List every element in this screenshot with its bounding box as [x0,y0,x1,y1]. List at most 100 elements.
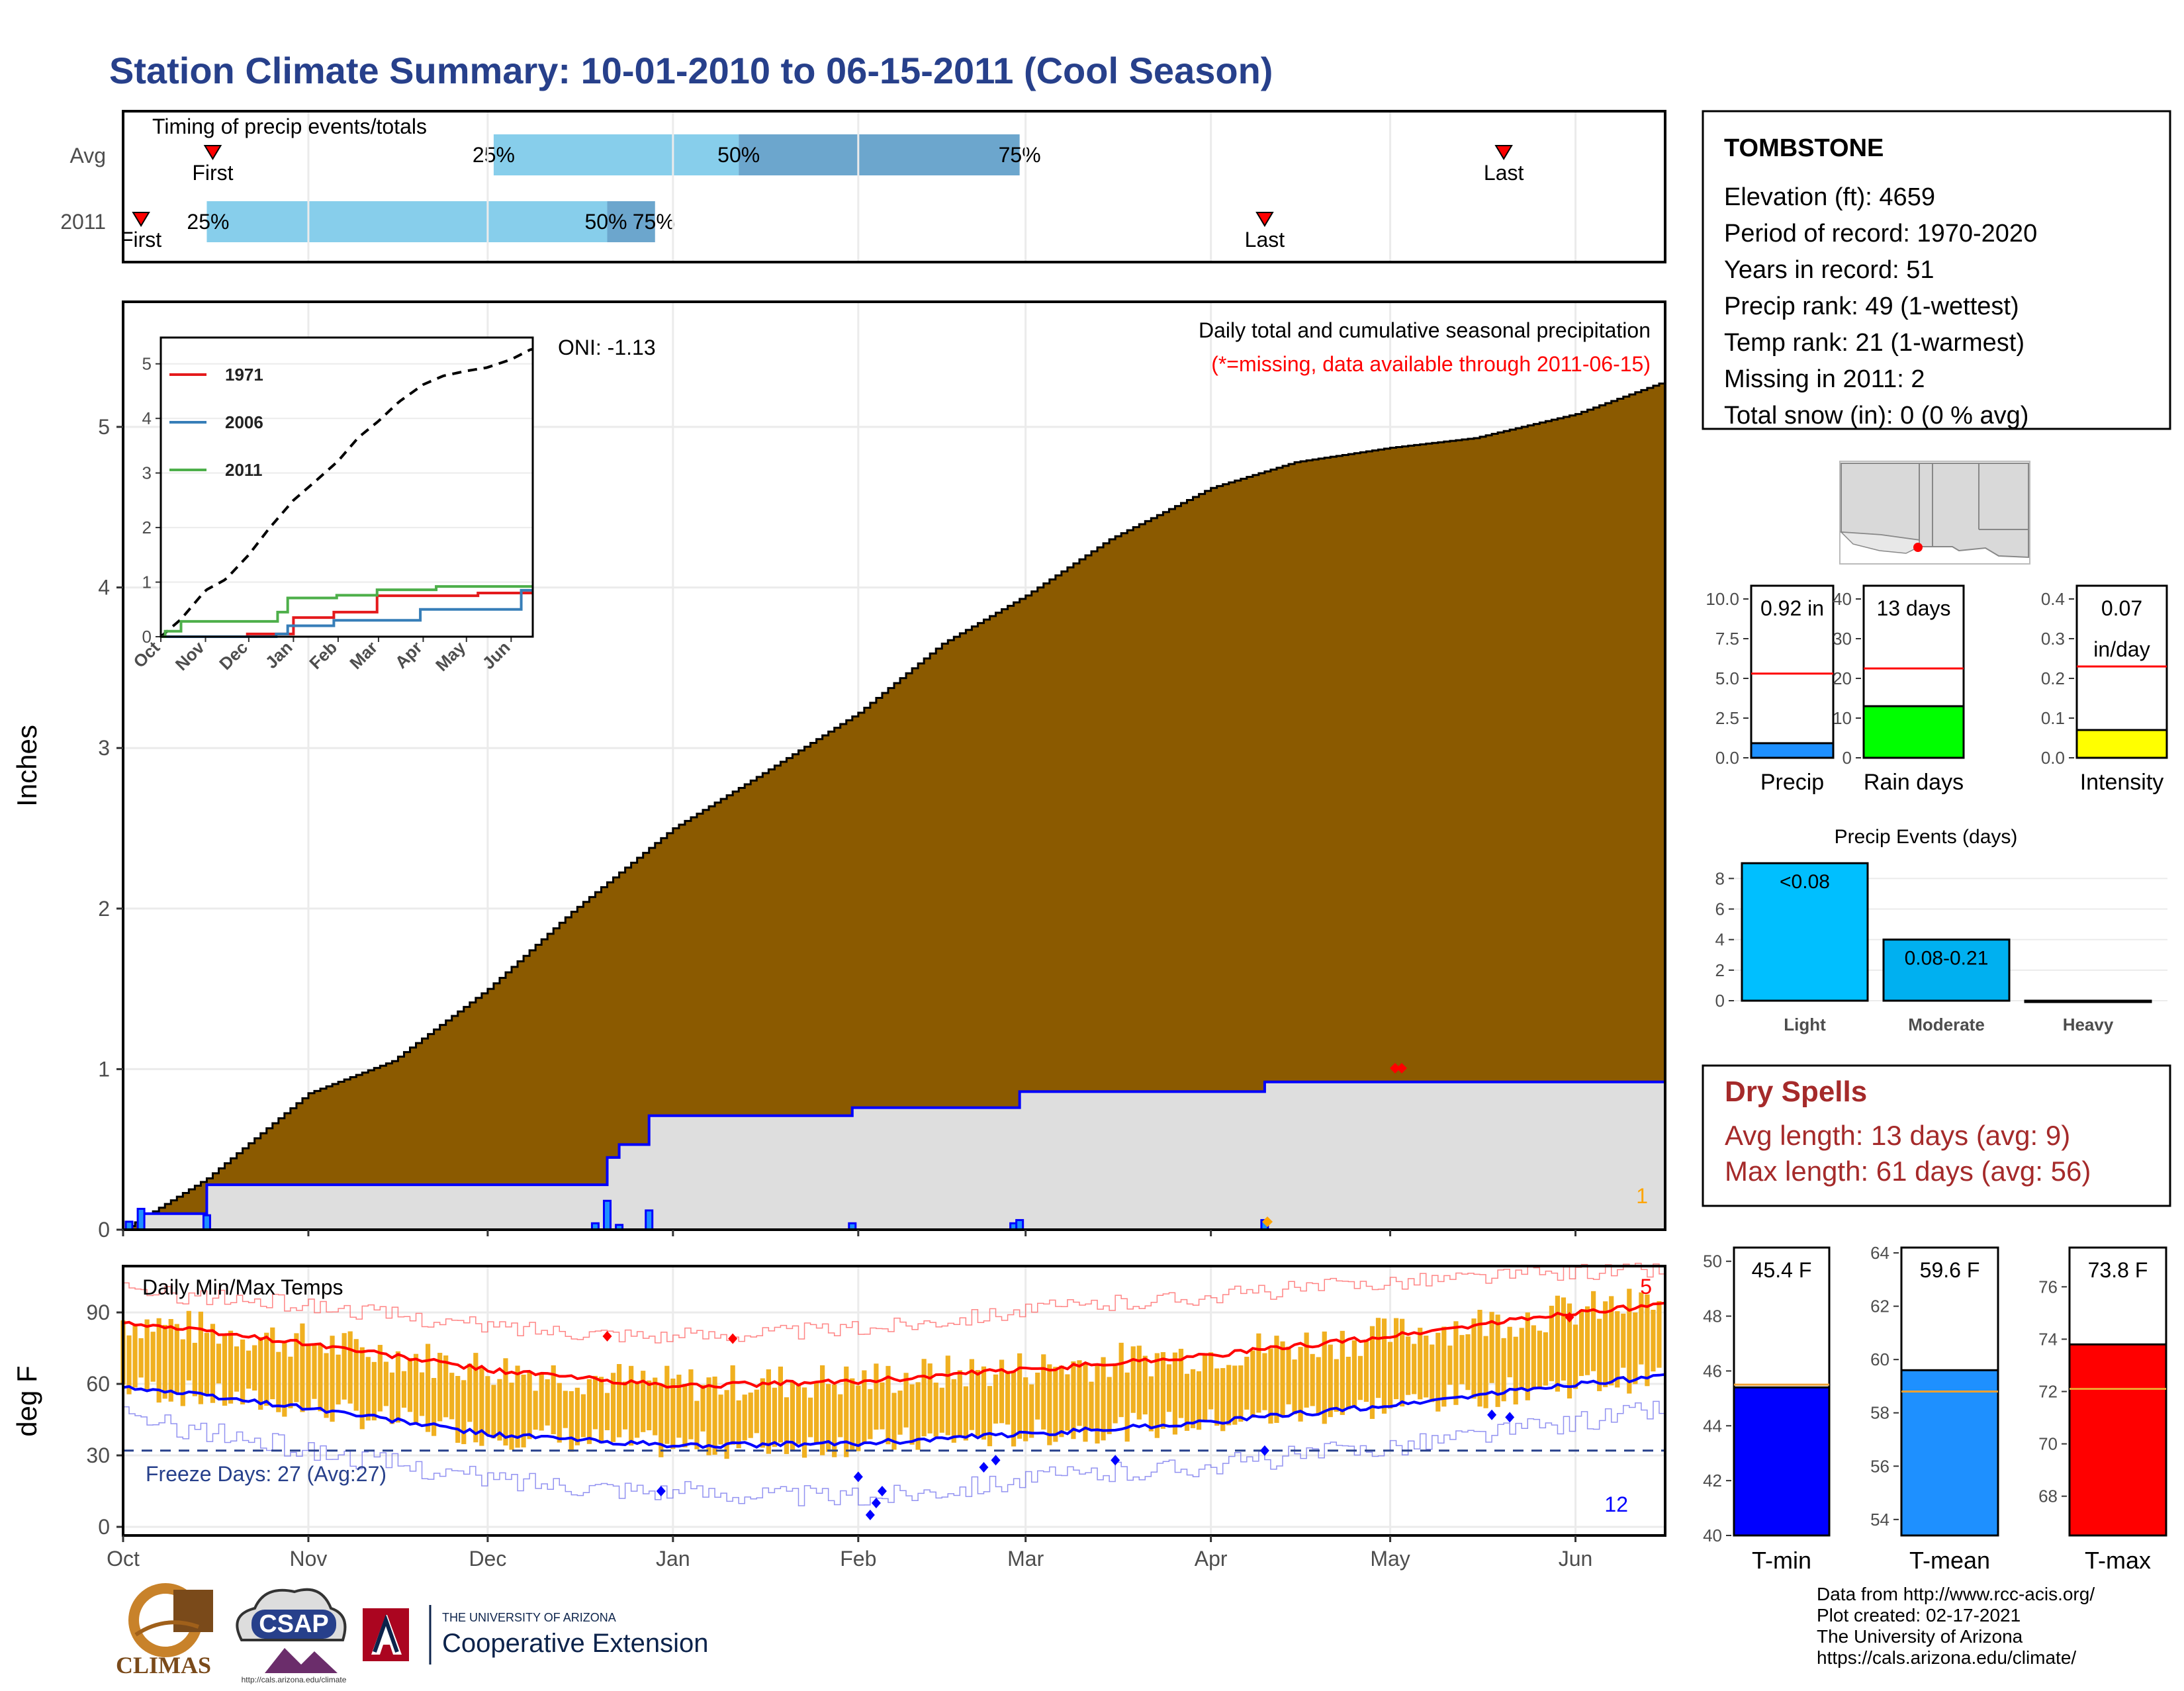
temp-daily-bar [647,1380,652,1431]
missing-marker [1262,1216,1273,1227]
temp-daily-bar [437,1353,443,1422]
temp-daily-bar [204,1332,210,1395]
avg-tmin-line [122,1373,1666,1449]
temp-daily-bar [1148,1376,1154,1432]
temp-daily-bar [1537,1330,1542,1389]
station-info-line: Years in record: 51 [1724,256,1934,284]
station-info-line: Total snow (in): 0 (0 % avg) [1724,402,2028,430]
temp-daily-bar [939,1387,944,1433]
inset-xtick-label: Apr [391,637,426,672]
temp-bar-ytick-label: 44 [1703,1416,1722,1436]
temp-daily-bar [1310,1353,1315,1406]
events-ytick-label: 2 [1715,960,1725,980]
temp-daily-bar [629,1365,634,1446]
temp-daily-bar [963,1386,968,1441]
mini-bar-ytick-label: 0.3 [2041,629,2065,649]
precip-ylabel: Inches [11,725,42,807]
temp-daily-bar [1633,1312,1638,1385]
temp-daily-bar [1621,1313,1626,1368]
record-low-marker [979,1462,989,1473]
temp-daily-bar [252,1345,257,1391]
inset-year-line [161,585,533,638]
temp-daily-bar [1531,1325,1536,1390]
temp-daily-bar [1507,1326,1512,1377]
temp-daily-bar [1184,1373,1190,1431]
temp-daily-bar [174,1324,179,1393]
temp-daily-bar [228,1330,234,1404]
mini-bar-value-label2: in/day [2093,637,2150,661]
ua-small-text: THE UNIVERSITY OF ARIZONA [442,1611,616,1624]
temp-bar-ytick-label: 64 [1870,1243,1889,1263]
temp-daily-bar [915,1382,921,1450]
temp-daily-bar [485,1376,490,1435]
temp-daily-bar [347,1331,353,1404]
dry-spells-max: Max length: 61 days (avg: 56) [1725,1156,2091,1187]
temp-daily-bar [790,1381,796,1452]
temp-daily-bar [156,1318,161,1403]
inset-year-line [161,588,533,638]
temp-daily-bar [455,1376,461,1443]
temp-daily-bar [473,1353,478,1443]
timing-q75-label: 75% [633,210,675,234]
temp-daily-bar [1357,1355,1363,1400]
daily-precip-bar [603,1199,612,1231]
events-bar-value: 0.08-0.21 [1905,948,1989,970]
mini-bar-ytick-label: 40 [1833,589,1852,609]
temp-daily-bar [1274,1336,1279,1423]
csap-url: http://cals.arizona.edu/climate [242,1675,347,1684]
timing-bar-q50-q75 [739,134,1020,175]
temp-daily-bar [1351,1340,1357,1408]
mini-bar-ytick-label: 0.1 [2041,708,2065,728]
precip-ytick-label: 2 [98,897,110,921]
temp-bar-ytick-label: 48 [1703,1306,1722,1326]
mini-bar-ytick-label: 20 [1833,668,1852,688]
temp-daily-bar [832,1384,837,1457]
temp-daily-bar [641,1371,646,1432]
temp-bar-ytick-label: 40 [1703,1526,1722,1545]
temp-daily-bar [778,1366,784,1443]
temp-daily-bar [897,1391,903,1435]
precip-ytick-label: 1 [98,1057,110,1081]
temp-daily-bar [1471,1318,1477,1399]
timing-last-label: Last [1484,161,1524,185]
station-location-marker [1913,543,1923,552]
temp-bar-ytick-label: 70 [2038,1434,2058,1454]
temp-daily-bar [1561,1297,1567,1381]
month-tick-label: Mar [1007,1547,1044,1571]
temp-daily-bar [288,1356,293,1408]
events-ytick-label: 6 [1715,899,1725,919]
temp-daily-bar [383,1361,388,1406]
temp-daily-bar [479,1367,484,1446]
timing-row-avg-label: Avg [69,144,106,167]
temp-daily-bar [766,1369,771,1454]
temp-daily-bar [192,1342,197,1396]
temp-daily-bar [1441,1326,1447,1407]
timing-bar-q25-q50 [493,134,739,175]
temp-daily-bar [1059,1365,1064,1438]
temp-daily-bar [1483,1336,1488,1408]
record-low-marker [1259,1445,1269,1456]
temp-daily-bar [610,1373,616,1442]
temp-daily-bar [1142,1355,1148,1415]
temp-daily-bar [1208,1352,1214,1410]
temp-daily-bar [1430,1344,1435,1402]
inset-xtick-label: Nov [171,637,208,674]
temp-daily-bar [921,1359,927,1437]
temp-daily-bar [545,1379,550,1426]
temp-daily-bar [318,1345,323,1412]
temp-daily-bar [1345,1356,1351,1410]
temp-daily-bar [796,1385,801,1444]
temp-daily-bar [1172,1352,1178,1435]
mini-bar-value-label: 13 days [1876,596,1950,620]
inset-legend-label: 2006 [225,412,263,432]
temp-ylabel: deg F [11,1365,42,1436]
temp-bar-ytick-label: 60 [1870,1349,1889,1369]
temp-daily-bar [1375,1318,1381,1398]
temp-daily-bar [1645,1294,1650,1387]
temp-daily-bar [521,1374,526,1447]
mini-bar-value-label: 0.92 in [1760,596,1824,620]
temp-daily-bar [1041,1354,1046,1430]
events-bar [2024,999,2152,1003]
temp-daily-bar [144,1319,150,1392]
temp-daily-bar [1597,1318,1602,1391]
